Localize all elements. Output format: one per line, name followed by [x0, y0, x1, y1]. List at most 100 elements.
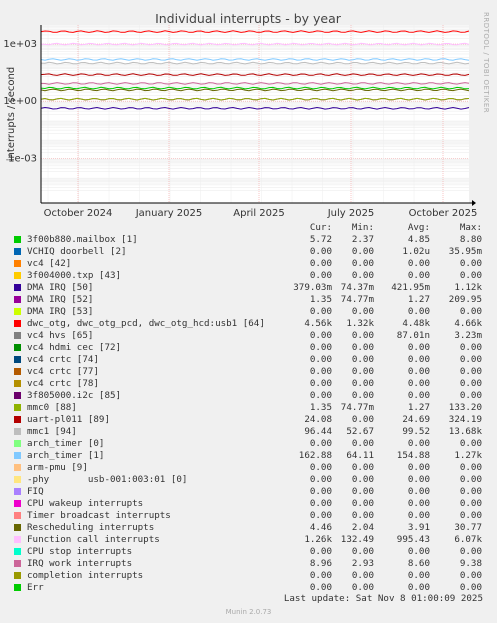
legend-cur: 0.00 [309, 582, 332, 593]
legend-min: 64.11 [346, 450, 374, 461]
series-line [40, 61, 470, 65]
legend-min: 0.00 [351, 330, 374, 341]
legend-item: arch_timer [0] 0.00 0.00 0.00 0.00 [0, 438, 497, 450]
legend-item: dwc_otg, dwc_otg_pcd, dwc_otg_hcd:usb1 [… [0, 318, 497, 330]
x-tick-label: October 2024 [44, 208, 113, 219]
legend-label: vc4 crtc [78] [27, 378, 99, 389]
legend-label: Err [27, 582, 44, 593]
legend-label: vc4 crtc [74] [27, 354, 99, 365]
legend-max: 0.00 [459, 378, 482, 389]
legend-max: 0.00 [459, 570, 482, 581]
legend-avg: 0.00 [407, 378, 430, 389]
legend-item: DMA IRQ [53] 0.00 0.00 0.00 0.00 [0, 306, 497, 318]
legend-label: mmc1 [94] [27, 426, 77, 437]
legend-swatch [14, 332, 21, 339]
series-line [40, 88, 470, 92]
legend-label: CPU stop interrupts [27, 546, 133, 557]
series-line [40, 42, 470, 46]
legend-avg: 0.00 [407, 486, 430, 497]
legend-swatch [14, 236, 21, 243]
legend-swatch [14, 536, 21, 543]
legend-cur: 0.00 [309, 330, 332, 341]
legend-min: 0.00 [351, 378, 374, 389]
legend-cur: 0.00 [309, 486, 332, 497]
legend-label: FIQ [27, 486, 44, 497]
legend-label: IRQ work interrupts [27, 558, 133, 569]
legend-label: Timer broadcast interrupts [27, 510, 171, 521]
legend-max: 0.00 [459, 498, 482, 509]
legend-swatch [14, 584, 21, 591]
legend-min: 52.67 [346, 426, 374, 437]
legend-max: 0.00 [459, 438, 482, 449]
legend-cur: 0.00 [309, 498, 332, 509]
legend-item: 3f00b880.mailbox [1] 5.72 2.37 4.85 8.80 [0, 234, 497, 246]
legend-swatch [14, 512, 21, 519]
legend-avg: 1.27 [407, 402, 430, 413]
legend-min: 0.00 [351, 366, 374, 377]
legend-min: 1.32k [346, 318, 374, 329]
legend-cur: 5.72 [309, 234, 332, 245]
legend-swatch [14, 500, 21, 507]
legend-avg: 8.60 [407, 558, 430, 569]
legend-max: 324.19 [448, 414, 482, 425]
legend-max: 0.00 [459, 474, 482, 485]
legend-cur: 0.00 [309, 438, 332, 449]
legend-min: 0.00 [351, 498, 374, 509]
legend-avg: 0.00 [407, 306, 430, 317]
legend-swatch [14, 248, 21, 255]
legend-cur: 96.44 [304, 426, 332, 437]
legend-item: arm-pmu [9] 0.00 0.00 0.00 0.00 [0, 462, 497, 474]
legend-avg: 4.85 [407, 234, 430, 245]
legend-min: 0.00 [351, 270, 374, 281]
x-tick-label: January 2025 [135, 208, 203, 219]
series-line [40, 86, 470, 90]
legend-max: 0.00 [459, 582, 482, 593]
legend-min: 74.77m [340, 402, 374, 413]
legend-max: 0.00 [459, 546, 482, 557]
legend-swatch [14, 416, 21, 423]
legend-avg: 421.95m [391, 282, 430, 293]
legend-min: 0.00 [351, 474, 374, 485]
legend-swatch [14, 368, 21, 375]
legend-item: uart-pl011 [89] 24.08 0.00 24.69 324.19 [0, 414, 497, 426]
legend-max: 0.00 [459, 510, 482, 521]
legend-item: vc4 hvs [65] 0.00 0.00 87.01n 3.23m [0, 330, 497, 342]
legend-label: vc4 hdmi cec [72] [27, 342, 122, 353]
legend-item: Rescheduling interrupts 4.46 2.04 3.91 30.77 [0, 522, 497, 534]
series-line [40, 106, 470, 110]
series-line [40, 97, 470, 101]
legend-max: 0.00 [459, 258, 482, 269]
legend-cur: 0.00 [309, 546, 332, 557]
x-axis-arrow [472, 200, 476, 206]
legend-avg: 0.00 [407, 570, 430, 581]
legend-cur: 0.00 [309, 570, 332, 581]
legend-min: 0.00 [351, 306, 374, 317]
legend-max: 8.80 [459, 234, 482, 245]
legend-item: mmc0 [88] 1.35 74.77m 1.27 133.20 [0, 402, 497, 414]
legend-cur: 24.08 [304, 414, 332, 425]
legend-label: completion interrupts [27, 570, 144, 581]
legend-cur: 4.56k [304, 318, 332, 329]
legend-cur: 0.00 [309, 474, 332, 485]
legend-item: IRQ work interrupts 8.96 2.93 8.60 9.38 [0, 558, 497, 570]
legend-header: Cur: Min: Avg: Max: [0, 222, 497, 234]
y-tick-label: 1e+00 [3, 96, 37, 107]
last-update: Last update: Sat Nov 8 01:00:09 2025 [283, 593, 483, 604]
legend-item: CPU stop interrupts 0.00 0.00 0.00 0.00 [0, 546, 497, 558]
legend-swatch [14, 380, 21, 387]
legend-label: -phy usb-001:003:01 [0] [27, 474, 188, 485]
legend-max: 4.66k [454, 318, 482, 329]
legend-avg: 0.00 [407, 258, 430, 269]
legend-cur: 0.00 [309, 390, 332, 401]
legend-label: arm-pmu [9] [27, 462, 88, 473]
legend-item: completion interrupts 0.00 0.00 0.00 0.00 [0, 570, 497, 582]
legend-swatch [14, 272, 21, 279]
legend-avg: 4.48k [402, 318, 430, 329]
legend-avg: 0.00 [407, 462, 430, 473]
legend-item: FIQ 0.00 0.00 0.00 0.00 [0, 486, 497, 498]
legend-min: 0.00 [351, 486, 374, 497]
series-line [40, 30, 470, 33]
plot-area [41, 25, 469, 203]
legend-swatch [14, 344, 21, 351]
series-lines [40, 30, 470, 110]
